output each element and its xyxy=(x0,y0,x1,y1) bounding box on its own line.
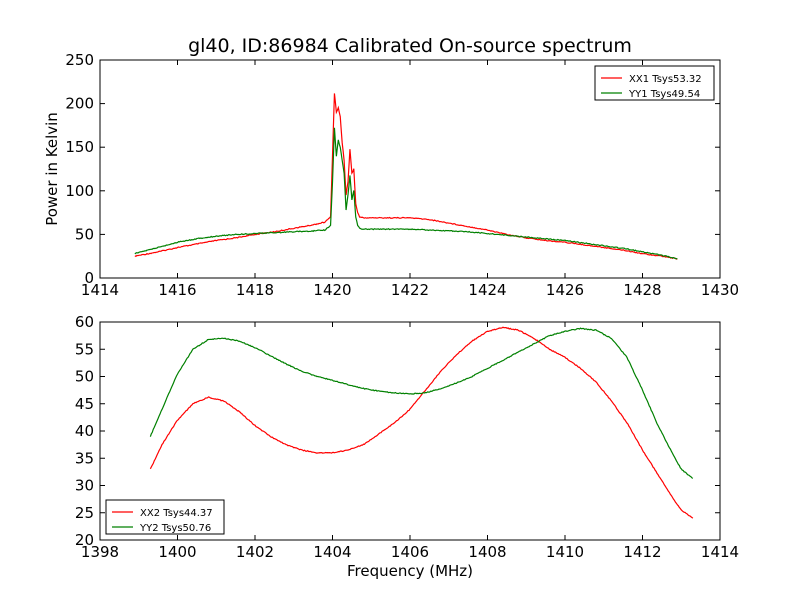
x-tick-label: 1420 xyxy=(313,281,351,299)
y-tick-label: 35 xyxy=(75,449,94,467)
x-tick-label: 1412 xyxy=(623,543,661,561)
y-tick-label: 30 xyxy=(75,477,94,495)
y-tick-label: 45 xyxy=(75,395,94,413)
x-tick-label: 1402 xyxy=(236,543,274,561)
y-tick-label: 20 xyxy=(75,531,94,549)
legend-label: XX1 Tsys53.32 xyxy=(629,74,702,85)
x-tick-label: 1398 xyxy=(81,543,119,561)
series-line-2 xyxy=(134,127,678,260)
series-line-2 xyxy=(149,327,694,479)
y-tick-label: 200 xyxy=(65,95,94,113)
x-tick-label: 1430 xyxy=(701,281,739,299)
legend-label: XX2 Tsys44.37 xyxy=(140,508,213,519)
y-tick-label: 40 xyxy=(75,422,94,440)
x-tick-label: 1428 xyxy=(623,281,661,299)
x-tick-label: 1408 xyxy=(468,543,506,561)
x-tick-label: 1426 xyxy=(546,281,584,299)
y-tick-label: 150 xyxy=(65,138,94,156)
y-tick-label: 60 xyxy=(75,313,94,331)
y-tick-label: 25 xyxy=(75,504,94,522)
y-tick-label: 100 xyxy=(65,182,94,200)
legend: XX2 Tsys44.37 YY2 Tsys50.76 xyxy=(105,499,225,535)
series-line-1 xyxy=(149,326,694,519)
bottom-plot-area: 1398 1400 1402 1404 1406 1408 1410 1412 1414 20 25… xyxy=(75,313,739,561)
x-tick-label: 1404 xyxy=(313,543,351,561)
legend: XX1 Tsys53.32 YY1 Tsys49.54 xyxy=(594,65,715,101)
legend-box xyxy=(105,499,225,535)
y-tick-label: 0 xyxy=(84,269,94,287)
x-tick-label: 1410 xyxy=(546,543,584,561)
y-axis-label: Power in Kelvin xyxy=(43,112,61,226)
x-tick-label: 1422 xyxy=(391,281,429,299)
x-tick-label: 1414 xyxy=(701,543,739,561)
y-tick-label: 55 xyxy=(75,340,94,358)
x-tick-label: 1414 xyxy=(81,281,119,299)
chart-title: gl40, ID:86984 Calibrated On-source spec… xyxy=(188,35,632,57)
legend-label: YY2 Tsys50.76 xyxy=(139,523,211,534)
x-tick-label: 1418 xyxy=(236,281,274,299)
top-plot-area: 1414 1416 1418 1420 1422 1424 1426 1428 1430 0 50 1… xyxy=(65,51,739,299)
legend-label: YY1 Tsys49.54 xyxy=(628,89,700,100)
x-tick-label: 1406 xyxy=(391,543,429,561)
y-tick-label: 250 xyxy=(65,51,94,69)
x-tick-label: 1400 xyxy=(158,543,196,561)
legend-box xyxy=(594,65,715,101)
x-axis-label: Frequency (MHz) xyxy=(347,562,473,580)
y-tick-label: 50 xyxy=(75,368,94,386)
x-tick-label: 1424 xyxy=(468,281,506,299)
series-line-1 xyxy=(134,93,678,260)
y-tick-label: 50 xyxy=(75,225,94,243)
x-tick-label: 1416 xyxy=(158,281,196,299)
